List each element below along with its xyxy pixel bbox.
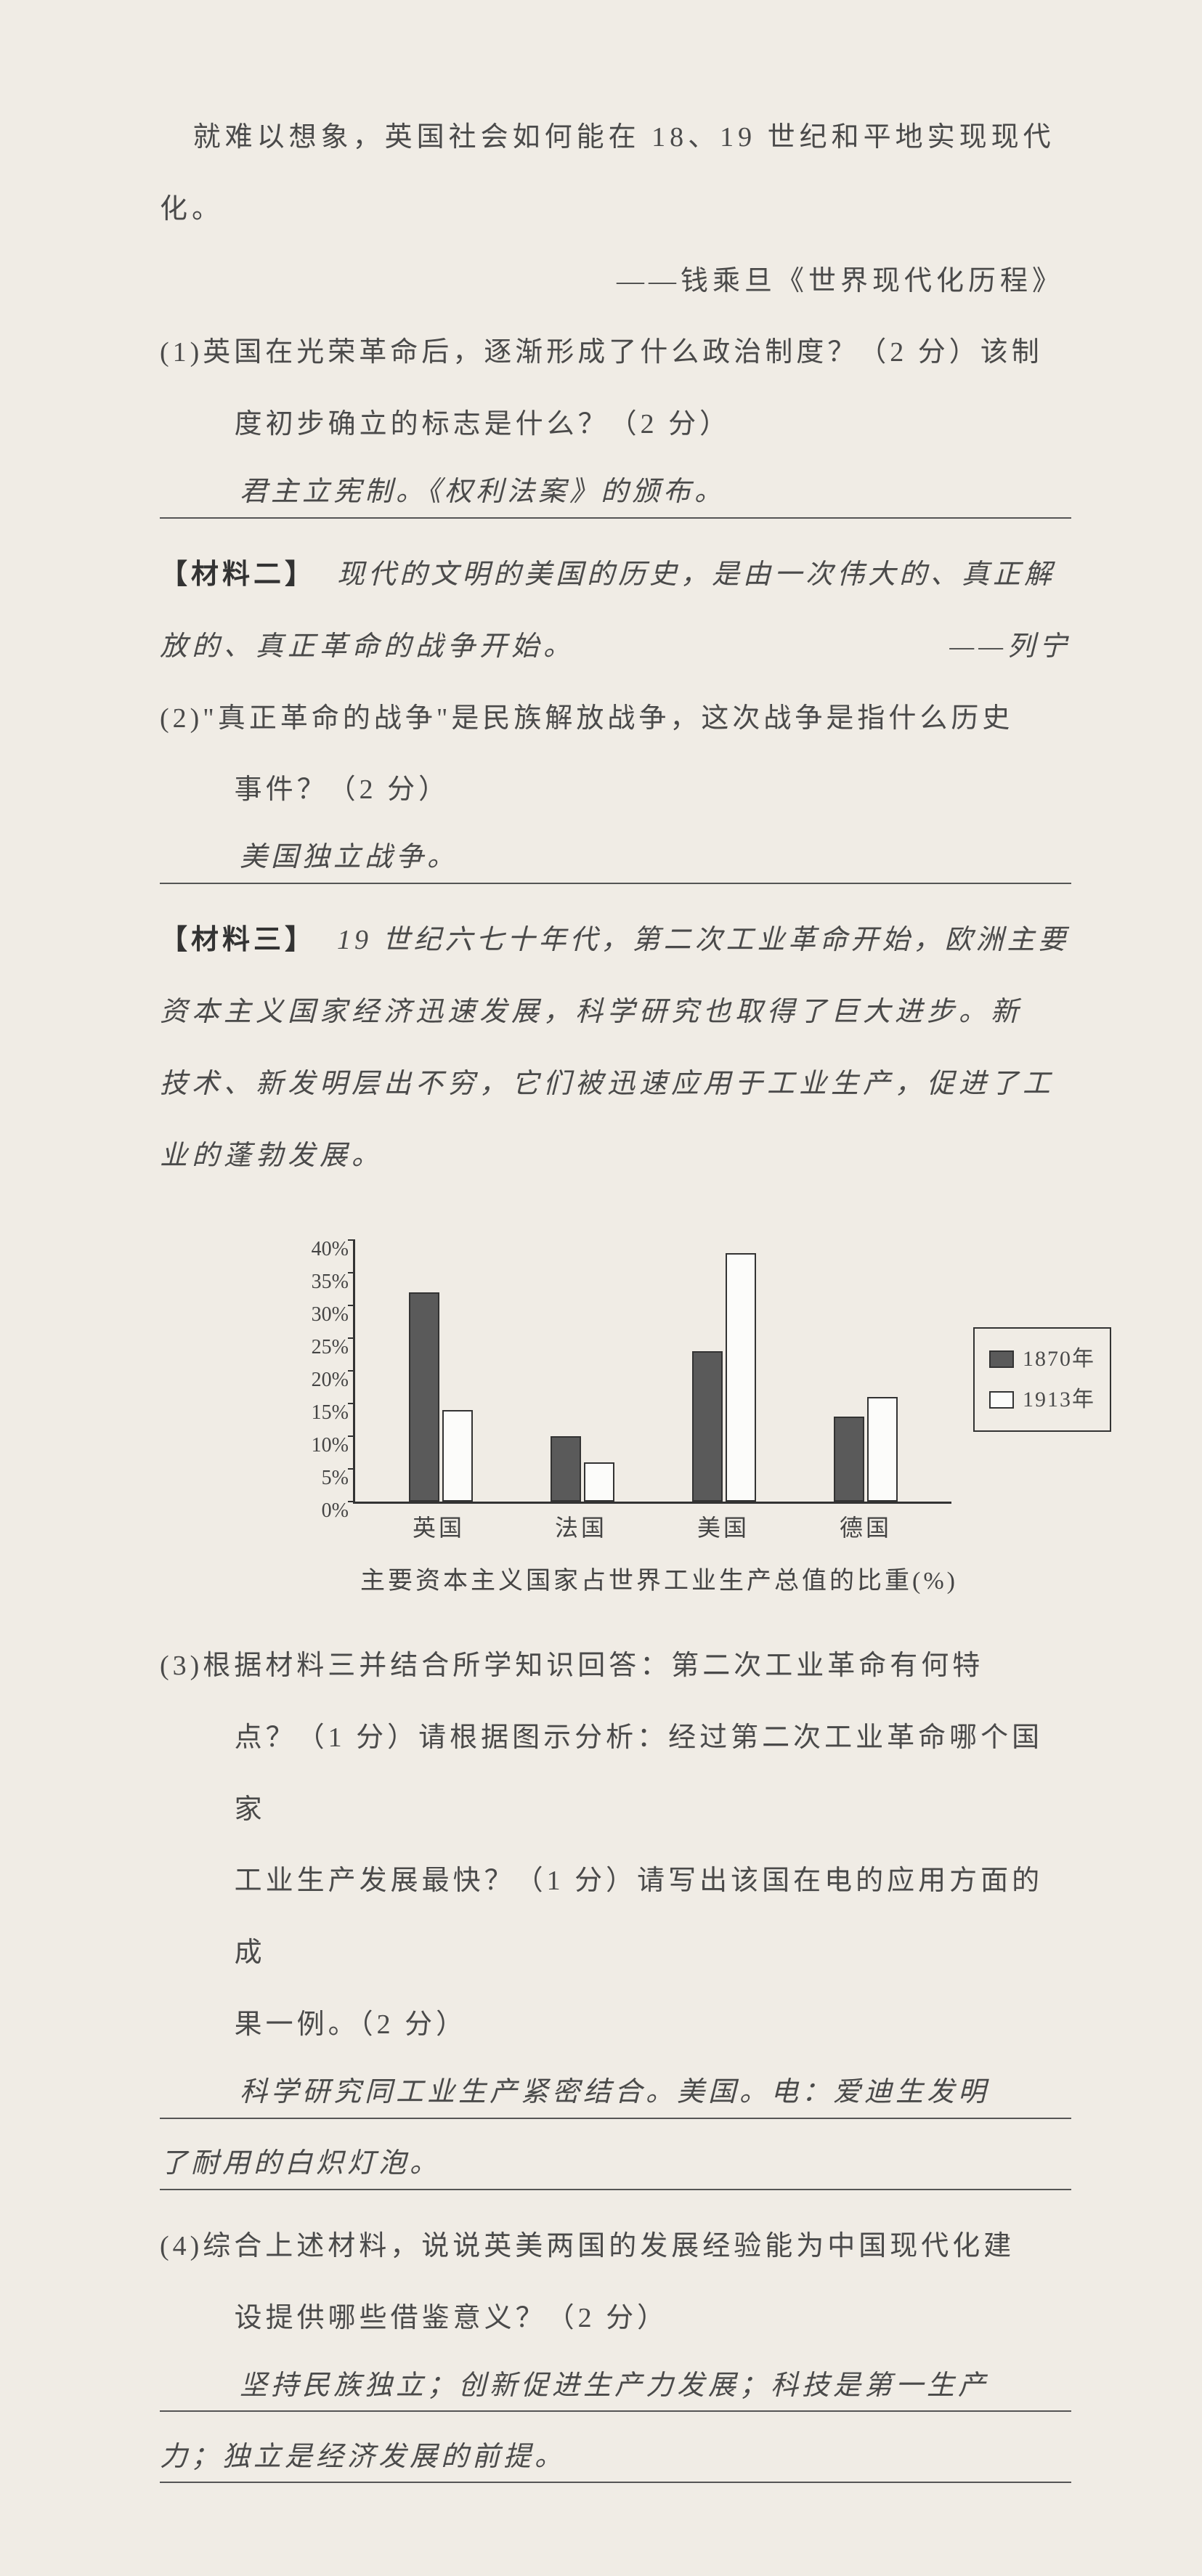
chart-area: 0% 5% 10% 15% 20% 25% 30% 35% 40% 1870年 … (298, 1213, 951, 1504)
material2-block: 【材料二】 现代的文明的美国的历史，是由一次伟大的、真正解 (160, 539, 1071, 611)
material3-body-a: 19 世纪六七十年代，第二次工业革命开始，欧洲主要 (337, 925, 1070, 955)
bar-group-2 (654, 1253, 795, 1502)
q3-line-d: 果一例。（2 分） (160, 1989, 1071, 2061)
intro-line: 就难以想象，英国社会如何能在 18、19 世纪和平地实现现代化。 (160, 102, 1071, 246)
material3-body-c: 技术、新发明层出不穷，它们被迅速应用于工业生产，促进了工 (160, 1048, 1071, 1120)
q4-answer-line-1: 坚持民族独立；创新促进生产力发展；科技是第一生产 (160, 2361, 1071, 2412)
legend-swatch-light (989, 1391, 1014, 1409)
q1-answer: 君主立宪制。《权利法案》的颁布。 (240, 470, 726, 514)
xlabel-1: 法国 (510, 1510, 652, 1547)
bar-group-0 (370, 1292, 511, 1502)
chart-yaxis: 0% 5% 10% 15% 20% 25% 30% 35% 40% (298, 1242, 349, 1504)
bar-1870-0 (409, 1292, 439, 1502)
bar-1913-2 (726, 1253, 756, 1502)
legend-row-1913: 1913年 (989, 1380, 1095, 1420)
material2-attribution: ——列宁 (949, 611, 1071, 683)
q3-answer-b: 了耐用的白炽灯泡。 (160, 2142, 441, 2186)
xlabel-0: 英国 (367, 1510, 510, 1547)
chart-caption: 主要资本主义国家占世界工业生产总值的比重(%) (247, 1562, 1071, 1601)
material2-head: 【材料二】 (160, 559, 316, 590)
q4-answer-a: 坚持民族独立；创新促进生产力发展；科技是第一生产 (240, 2364, 989, 2408)
chart-xlabels: 英国 法国 美国 德国 (353, 1504, 951, 1547)
q1-line-a: (1)英国在光荣革命后，逐渐形成了什么政治制度？（2 分）该制 (160, 317, 1071, 389)
bar-1870-2 (692, 1351, 723, 1502)
material3-block: 【材料三】 19 世纪六七十年代，第二次工业革命开始，欧洲主要 (160, 904, 1071, 976)
q2-answer-line: 美国独立战争。 (160, 833, 1071, 884)
legend-swatch-dark (989, 1350, 1014, 1368)
q4-line-a: (4)综合上述材料，说说英美两国的发展经验能为中国现代化建 (160, 2211, 1071, 2283)
material2-body-a: 现代的文明的美国的历史，是由一次伟大的、真正解 (337, 559, 1055, 590)
q3-answer-line-1: 科学研究同工业生产紧密结合。美国。电：爱迪生发明 (160, 2068, 1071, 2119)
chart-legend: 1870年 1913年 (973, 1327, 1111, 1432)
bar-1913-1 (584, 1462, 614, 1502)
q3-answer-line-2: 了耐用的白炽灯泡。 (160, 2139, 1071, 2190)
bar-1870-1 (551, 1436, 581, 1502)
q1-answer-line: 君主立宪制。《权利法案》的颁布。 (160, 468, 1071, 519)
material3-head: 【材料三】 (160, 925, 316, 955)
bar-1870-3 (834, 1417, 864, 1502)
q2-line-a: (2)"真正革命的战争"是民族解放战争，这次战争是指什么历史 (160, 683, 1071, 755)
q4-line-b: 设提供哪些借鉴意义？（2 分） (160, 2283, 1071, 2354)
legend-label-1: 1913年 (1023, 1382, 1095, 1417)
q3-answer-a: 科学研究同工业生产紧密结合。美国。电：爱迪生发明 (240, 2070, 989, 2115)
material3-body-b: 资本主义国家经济迅速发展，科学研究也取得了巨大进步。新 (160, 976, 1071, 1048)
bar-group-1 (511, 1436, 653, 1502)
q2-answer: 美国独立战争。 (240, 835, 458, 880)
legend-label-0: 1870年 (1023, 1342, 1095, 1377)
chart-plot: 1870年 1913年 (353, 1240, 951, 1504)
material2-body-b: 放的、真正革命的战争开始。 (160, 631, 575, 662)
bar-1913-3 (867, 1397, 898, 1502)
q2-line-b: 事件？（2 分） (160, 754, 1071, 826)
q3-line-a: (3)根据材料三并结合所学知识回答：第二次工业革命有何特 (160, 1630, 1071, 1702)
bar-1913-0 (442, 1410, 473, 1502)
q3-line-b: 点？（1 分）请根据图示分析：经过第二次工业革命哪个国家 (160, 1702, 1071, 1846)
legend-row-1870: 1870年 (989, 1339, 1095, 1380)
chart-container: 0% 5% 10% 15% 20% 25% 30% 35% 40% 1870年 … (298, 1213, 951, 1547)
xlabel-3: 德国 (795, 1510, 937, 1547)
q3-line-c: 工业生产发展最快？（1 分）请写出该国在电的应用方面的成 (160, 1845, 1071, 1989)
material3-body-d: 业的蓬勃发展。 (160, 1120, 1071, 1192)
intro-attribution: ——钱乘旦《世界现代化历程》 (160, 246, 1071, 317)
q1-line-b: 度初步确立的标志是什么？（2 分） (160, 389, 1071, 461)
material2-body-b-row: 放的、真正革命的战争开始。 ——列宁 (160, 611, 1071, 683)
q4-answer-line-2: 力；独立是经济发展的前提。 (160, 2432, 1071, 2483)
q4-answer-b: 力；独立是经济发展的前提。 (160, 2435, 566, 2479)
bar-group-3 (795, 1397, 937, 1502)
xlabel-2: 美国 (652, 1510, 795, 1547)
